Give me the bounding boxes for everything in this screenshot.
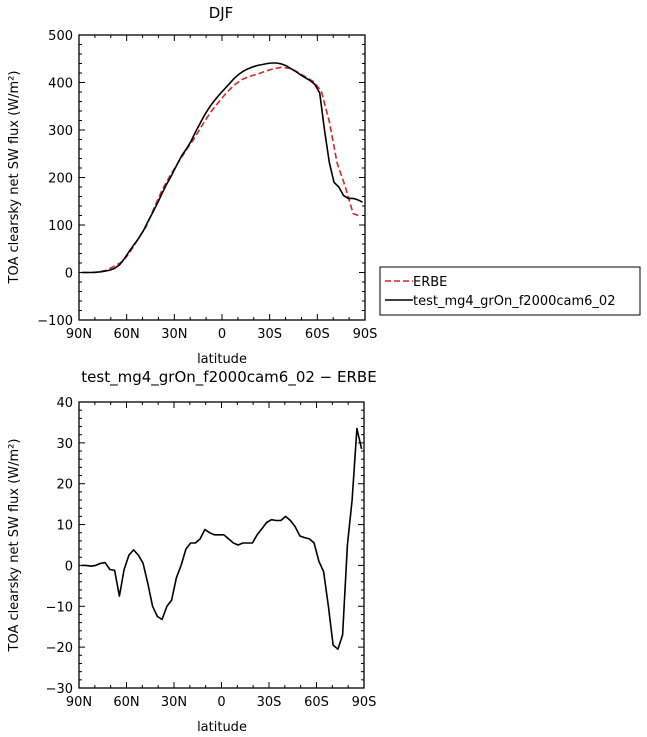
legend-box bbox=[379, 266, 641, 316]
chart-top-legend: ERBE test_mg4_grOn_f2000cam6_02 bbox=[379, 266, 641, 316]
chart-top-ytick-label: 200 bbox=[48, 172, 73, 187]
chart-bottom-title: test_mg4_grOn_f2000cam6_02 − ERBE bbox=[81, 368, 376, 387]
chart-top-ytick-label: 300 bbox=[48, 124, 73, 139]
chart-top-xtick-label: 0 bbox=[218, 327, 226, 342]
chart-top-xtick-label: 30N bbox=[161, 327, 187, 342]
chart-bottom-xtick-label: 30S bbox=[257, 695, 282, 710]
chart-top-xtick-label: 60S bbox=[305, 327, 330, 342]
chart-top-series-line-test-mg4-gron-f2000cam6-02 bbox=[81, 62, 363, 274]
chart-top-ytick-label: 100 bbox=[48, 219, 73, 234]
chart-bottom-ytick-label: 10 bbox=[56, 519, 73, 534]
chart-top-xtick-label: 90S bbox=[353, 327, 378, 342]
chart-bottom-frame bbox=[78, 401, 365, 689]
chart-top-ytick-label: −100 bbox=[37, 314, 73, 329]
chart-bottom-ytick-label: −30 bbox=[46, 682, 73, 697]
chart-top-xtick-label: 60N bbox=[114, 327, 140, 342]
chart-top-ytick-label: 400 bbox=[48, 77, 73, 92]
chart-bottom-xlabel: latitude bbox=[197, 720, 247, 735]
chart-bottom-ylabel: TOA clearsky net SW flux (W/m²) bbox=[7, 439, 22, 653]
chart-top-xtick-label: 90N bbox=[66, 327, 92, 342]
chart-top-frame bbox=[78, 34, 366, 321]
chart-top-series-line-erbe bbox=[83, 66, 362, 274]
chart-bottom-ytick-label: −10 bbox=[46, 600, 73, 615]
legend-model-label: test_mg4_grOn_f2000cam6_02 bbox=[413, 294, 615, 309]
chart-bottom-xtick-label: 60S bbox=[304, 695, 329, 710]
chart-bottom-series-line-0 bbox=[81, 427, 363, 651]
chart-bottom-xtick-label: 90N bbox=[66, 695, 92, 710]
chart-top-ylabel: TOA clearsky net SW flux (W/m²) bbox=[7, 71, 22, 285]
chart-bottom: test_mg4_grOn_f2000cam6_02 − ERBE 90N 60N… bbox=[7, 368, 377, 735]
chart-bottom-xtick-label: 0 bbox=[217, 695, 225, 710]
chart-bottom-xtick-label: 60N bbox=[113, 695, 139, 710]
chart-bottom-ytick-label: 20 bbox=[56, 478, 73, 493]
chart-bottom-xtick-label: 30N bbox=[161, 695, 187, 710]
chart-top-ytick-label: 0 bbox=[65, 267, 73, 282]
chart-top: DJF 90N 60N 30N 0 30S 60S 90S −100 0 100 200 300 400… bbox=[7, 4, 641, 367]
chart-bottom-xtick-label: 90S bbox=[352, 695, 377, 710]
chart-bottom-ytick-label: 0 bbox=[65, 559, 73, 574]
chart-bottom-ytick-label: 40 bbox=[56, 396, 73, 411]
chart-top-xlabel: latitude bbox=[197, 352, 247, 367]
chart-bottom-ytick-label: −20 bbox=[46, 641, 73, 656]
chart-top-ytick-label: 500 bbox=[48, 29, 73, 44]
chart-bottom-ytick-label: 30 bbox=[56, 437, 73, 452]
legend-erbe-label: ERBE bbox=[413, 275, 447, 290]
chart-top-xtick-label: 30S bbox=[257, 327, 282, 342]
chart-top-title: DJF bbox=[209, 4, 234, 22]
